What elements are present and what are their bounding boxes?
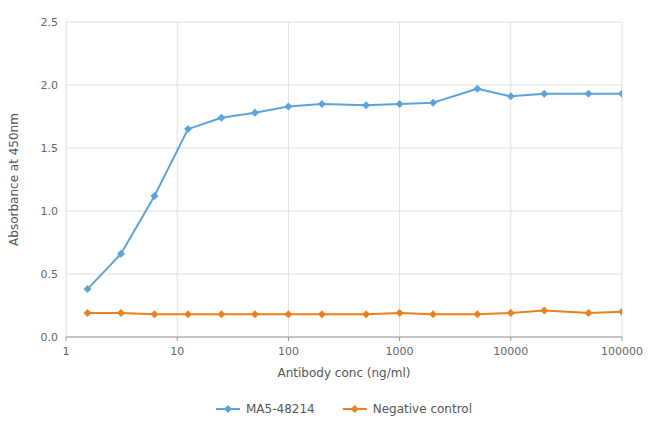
y-grid-line [66, 337, 622, 338]
point-marker [473, 85, 481, 93]
point-marker [585, 309, 593, 317]
point-marker [362, 310, 370, 318]
point-marker [184, 125, 192, 133]
x-grid-line [399, 22, 400, 337]
series-line [87, 89, 622, 289]
y-grid-line [66, 148, 622, 149]
point-marker [618, 90, 622, 98]
x-axis-label: Antibody conc (ng/ml) [278, 366, 411, 380]
point-marker [396, 100, 404, 108]
point-marker [251, 310, 259, 318]
x-tick-label: 1000 [386, 345, 414, 358]
x-tick [622, 337, 623, 341]
x-tick [510, 337, 511, 341]
legend: MA5-48214 Negative control [216, 402, 472, 416]
x-tick-label: 100 [278, 345, 299, 358]
point-marker [217, 310, 225, 318]
legend-item: MA5-48214 [216, 402, 315, 416]
y-tick-label: 1.0 [41, 205, 59, 218]
x-grid-line [288, 22, 289, 337]
point-marker [318, 310, 326, 318]
y-axis-label: Absorbance at 450nm [7, 113, 21, 246]
x-tick-label: 100000 [601, 345, 643, 358]
point-marker [618, 308, 622, 316]
point-marker [473, 310, 481, 318]
point-marker [251, 109, 259, 117]
x-grid-line [66, 22, 67, 337]
legend-label: Negative control [373, 402, 472, 416]
point-marker [117, 309, 125, 317]
x-tick [177, 337, 178, 341]
point-marker [83, 285, 91, 293]
point-marker [284, 310, 292, 318]
point-marker [151, 310, 159, 318]
point-marker [151, 192, 159, 200]
legend-marker [351, 405, 359, 413]
y-tick-label: 2.0 [41, 79, 59, 92]
legend-item: Negative control [343, 402, 472, 416]
point-marker [507, 92, 515, 100]
x-grid-line [622, 22, 623, 337]
point-marker [429, 310, 437, 318]
point-marker [284, 102, 292, 110]
point-marker [540, 90, 548, 98]
point-marker [507, 309, 515, 317]
point-marker [362, 101, 370, 109]
point-marker [217, 114, 225, 122]
point-marker [396, 309, 404, 317]
x-grid-line [510, 22, 511, 337]
plot-data [83, 85, 622, 319]
legend-marker [224, 405, 232, 413]
x-tick [66, 337, 67, 341]
point-marker [540, 307, 548, 315]
y-tick-label: 0.0 [41, 331, 59, 344]
x-tick-label: 1 [63, 345, 70, 358]
x-tick [399, 337, 400, 341]
y-grid-line [66, 22, 622, 23]
grid [66, 22, 622, 337]
chart: 0.0 0.5 1.0 1.5 2.0 2.5 1 10 100 1000 10000 100000 A… [0, 0, 650, 425]
point-marker [585, 90, 593, 98]
y-grid-line [66, 85, 622, 86]
point-marker [318, 100, 326, 108]
x-tick-label: 10000 [493, 345, 528, 358]
point-marker [429, 99, 437, 107]
y-tick-label: 0.5 [41, 268, 59, 281]
x-tick [288, 337, 289, 341]
point-marker [83, 309, 91, 317]
axes: 0.0 0.5 1.0 1.5 2.0 2.5 1 10 100 1000 10000 100000 A… [7, 16, 643, 380]
x-axis-line [66, 337, 622, 338]
y-tick-label: 1.5 [41, 142, 59, 155]
point-marker [117, 250, 125, 258]
x-grid-line [177, 22, 178, 337]
y-grid-line [66, 274, 622, 275]
point-marker [184, 310, 192, 318]
legend-label: MA5-48214 [246, 402, 315, 416]
y-tick-label: 2.5 [41, 16, 59, 29]
x-tick-label: 10 [170, 345, 184, 358]
y-grid-line [66, 211, 622, 212]
